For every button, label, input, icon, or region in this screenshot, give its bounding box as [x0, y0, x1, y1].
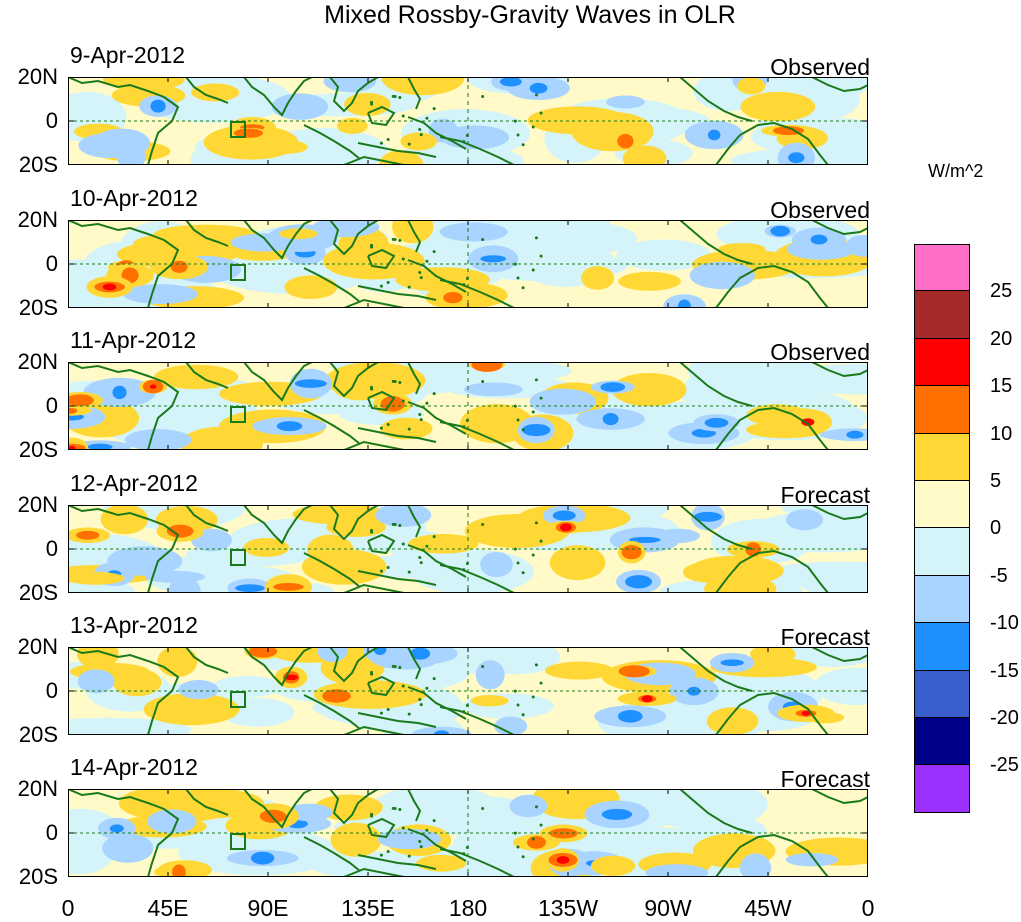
latitude-label: 20N	[17, 634, 58, 659]
map-panel-6: 14-Apr-2012 Forecast 20N 0 20S	[18, 754, 870, 889]
colorbar-swatch	[914, 386, 970, 434]
latitude-label: 20S	[18, 864, 58, 889]
latitude-label: 20S	[18, 722, 58, 747]
panel-date: 13-Apr-2012	[70, 612, 198, 638]
panel-kind: Forecast	[780, 624, 870, 650]
colorbar	[914, 244, 970, 813]
olr-anomaly-map	[68, 77, 868, 165]
panel-kind: Observed	[770, 339, 870, 365]
longitude-label: 45W	[744, 895, 792, 921]
latitude-label: 0	[45, 678, 58, 703]
panel-kind: Forecast	[780, 482, 870, 508]
olr-anomaly-map	[68, 789, 868, 877]
colorbar-swatch	[914, 433, 970, 481]
latitude-label: 20S	[18, 152, 58, 177]
olr-anomaly-map	[68, 647, 868, 735]
panel-date: 12-Apr-2012	[70, 470, 198, 496]
map-panel-4: 12-Apr-2012 Forecast 20N 0 20S	[18, 470, 870, 605]
latitude-label: 20N	[17, 349, 58, 374]
colorbar-swatch	[914, 338, 970, 387]
latitude-label: 20N	[17, 492, 58, 517]
colorbar-label: 5	[990, 470, 1002, 492]
colorbar-swatch	[914, 670, 970, 718]
map-panel-2: 10-Apr-2012 Observed 20N 0 20S	[18, 185, 870, 320]
latitude-label: 0	[45, 108, 58, 133]
colorbar-label: 15	[990, 375, 1013, 398]
longitude-label: 90E	[247, 895, 289, 921]
chart-title: Mixed Rossby-Gravity Waves in OLR	[324, 1, 736, 29]
longitude-label: 0	[61, 895, 75, 921]
colorbar-swatch	[914, 480, 970, 529]
map-panel-5: 13-Apr-2012 Forecast 20N 0 20S	[18, 612, 870, 747]
colorbar-label: 25	[990, 280, 1013, 303]
latitude-label: 20S	[18, 437, 58, 462]
latitude-label: 20N	[17, 64, 58, 89]
longitude-label: 180	[448, 895, 488, 921]
colorbar-label: -10	[990, 612, 1019, 635]
latitude-label: 0	[45, 251, 58, 276]
colorbar-swatch	[914, 765, 970, 813]
panel-date: 14-Apr-2012	[70, 754, 198, 780]
colorbar-label: -20	[990, 707, 1019, 729]
panel-date: 11-Apr-2012	[70, 327, 197, 353]
colorbar-label: -25	[990, 754, 1019, 777]
olr-anomaly-map	[68, 362, 868, 450]
latitude-label: 20S	[18, 580, 58, 605]
colorbar-label: 0	[990, 517, 1002, 540]
colorbar-label: -5	[990, 564, 1008, 587]
latitude-label: 0	[45, 393, 58, 418]
latitude-label: 0	[45, 820, 58, 845]
colorbar-swatch	[914, 717, 970, 766]
panel-kind: Observed	[770, 197, 870, 223]
panel-date: 10-Apr-2012	[70, 185, 198, 211]
panel-kind: Observed	[770, 54, 870, 80]
colorbar-label: -15	[990, 659, 1019, 682]
colorbar-label: 20	[990, 327, 1013, 350]
map-panel-1: 9-Apr-2012 Observed 20N 0 20S	[18, 42, 870, 177]
colorbar-swatch	[914, 244, 970, 292]
panel-date: 9-Apr-2012	[70, 42, 186, 68]
colorbar-swatch	[914, 291, 970, 339]
latitude-label: 0	[45, 536, 58, 561]
longitude-label: 135W	[537, 895, 599, 921]
colorbar-swatch	[914, 575, 970, 624]
colorbar-unit: W/m^2	[928, 161, 984, 181]
latitude-label: 20N	[17, 776, 58, 801]
olr-anomaly-map	[68, 505, 868, 593]
panel-kind: Forecast	[780, 766, 870, 792]
latitude-label: 20N	[17, 207, 58, 232]
longitude-label: 90W	[644, 895, 692, 921]
colorbar-label: 10	[990, 422, 1013, 445]
map-panel-3: 11-Apr-2012 Observed 20N 0 20S	[18, 327, 870, 462]
latitude-label: 20S	[18, 295, 58, 320]
olr-anomaly-map	[68, 220, 868, 308]
longitude-label: 0	[861, 895, 875, 921]
longitude-label: 135E	[341, 895, 395, 921]
colorbar-swatch	[914, 623, 970, 671]
colorbar-swatch	[914, 528, 970, 576]
longitude-label: 45E	[147, 895, 189, 921]
